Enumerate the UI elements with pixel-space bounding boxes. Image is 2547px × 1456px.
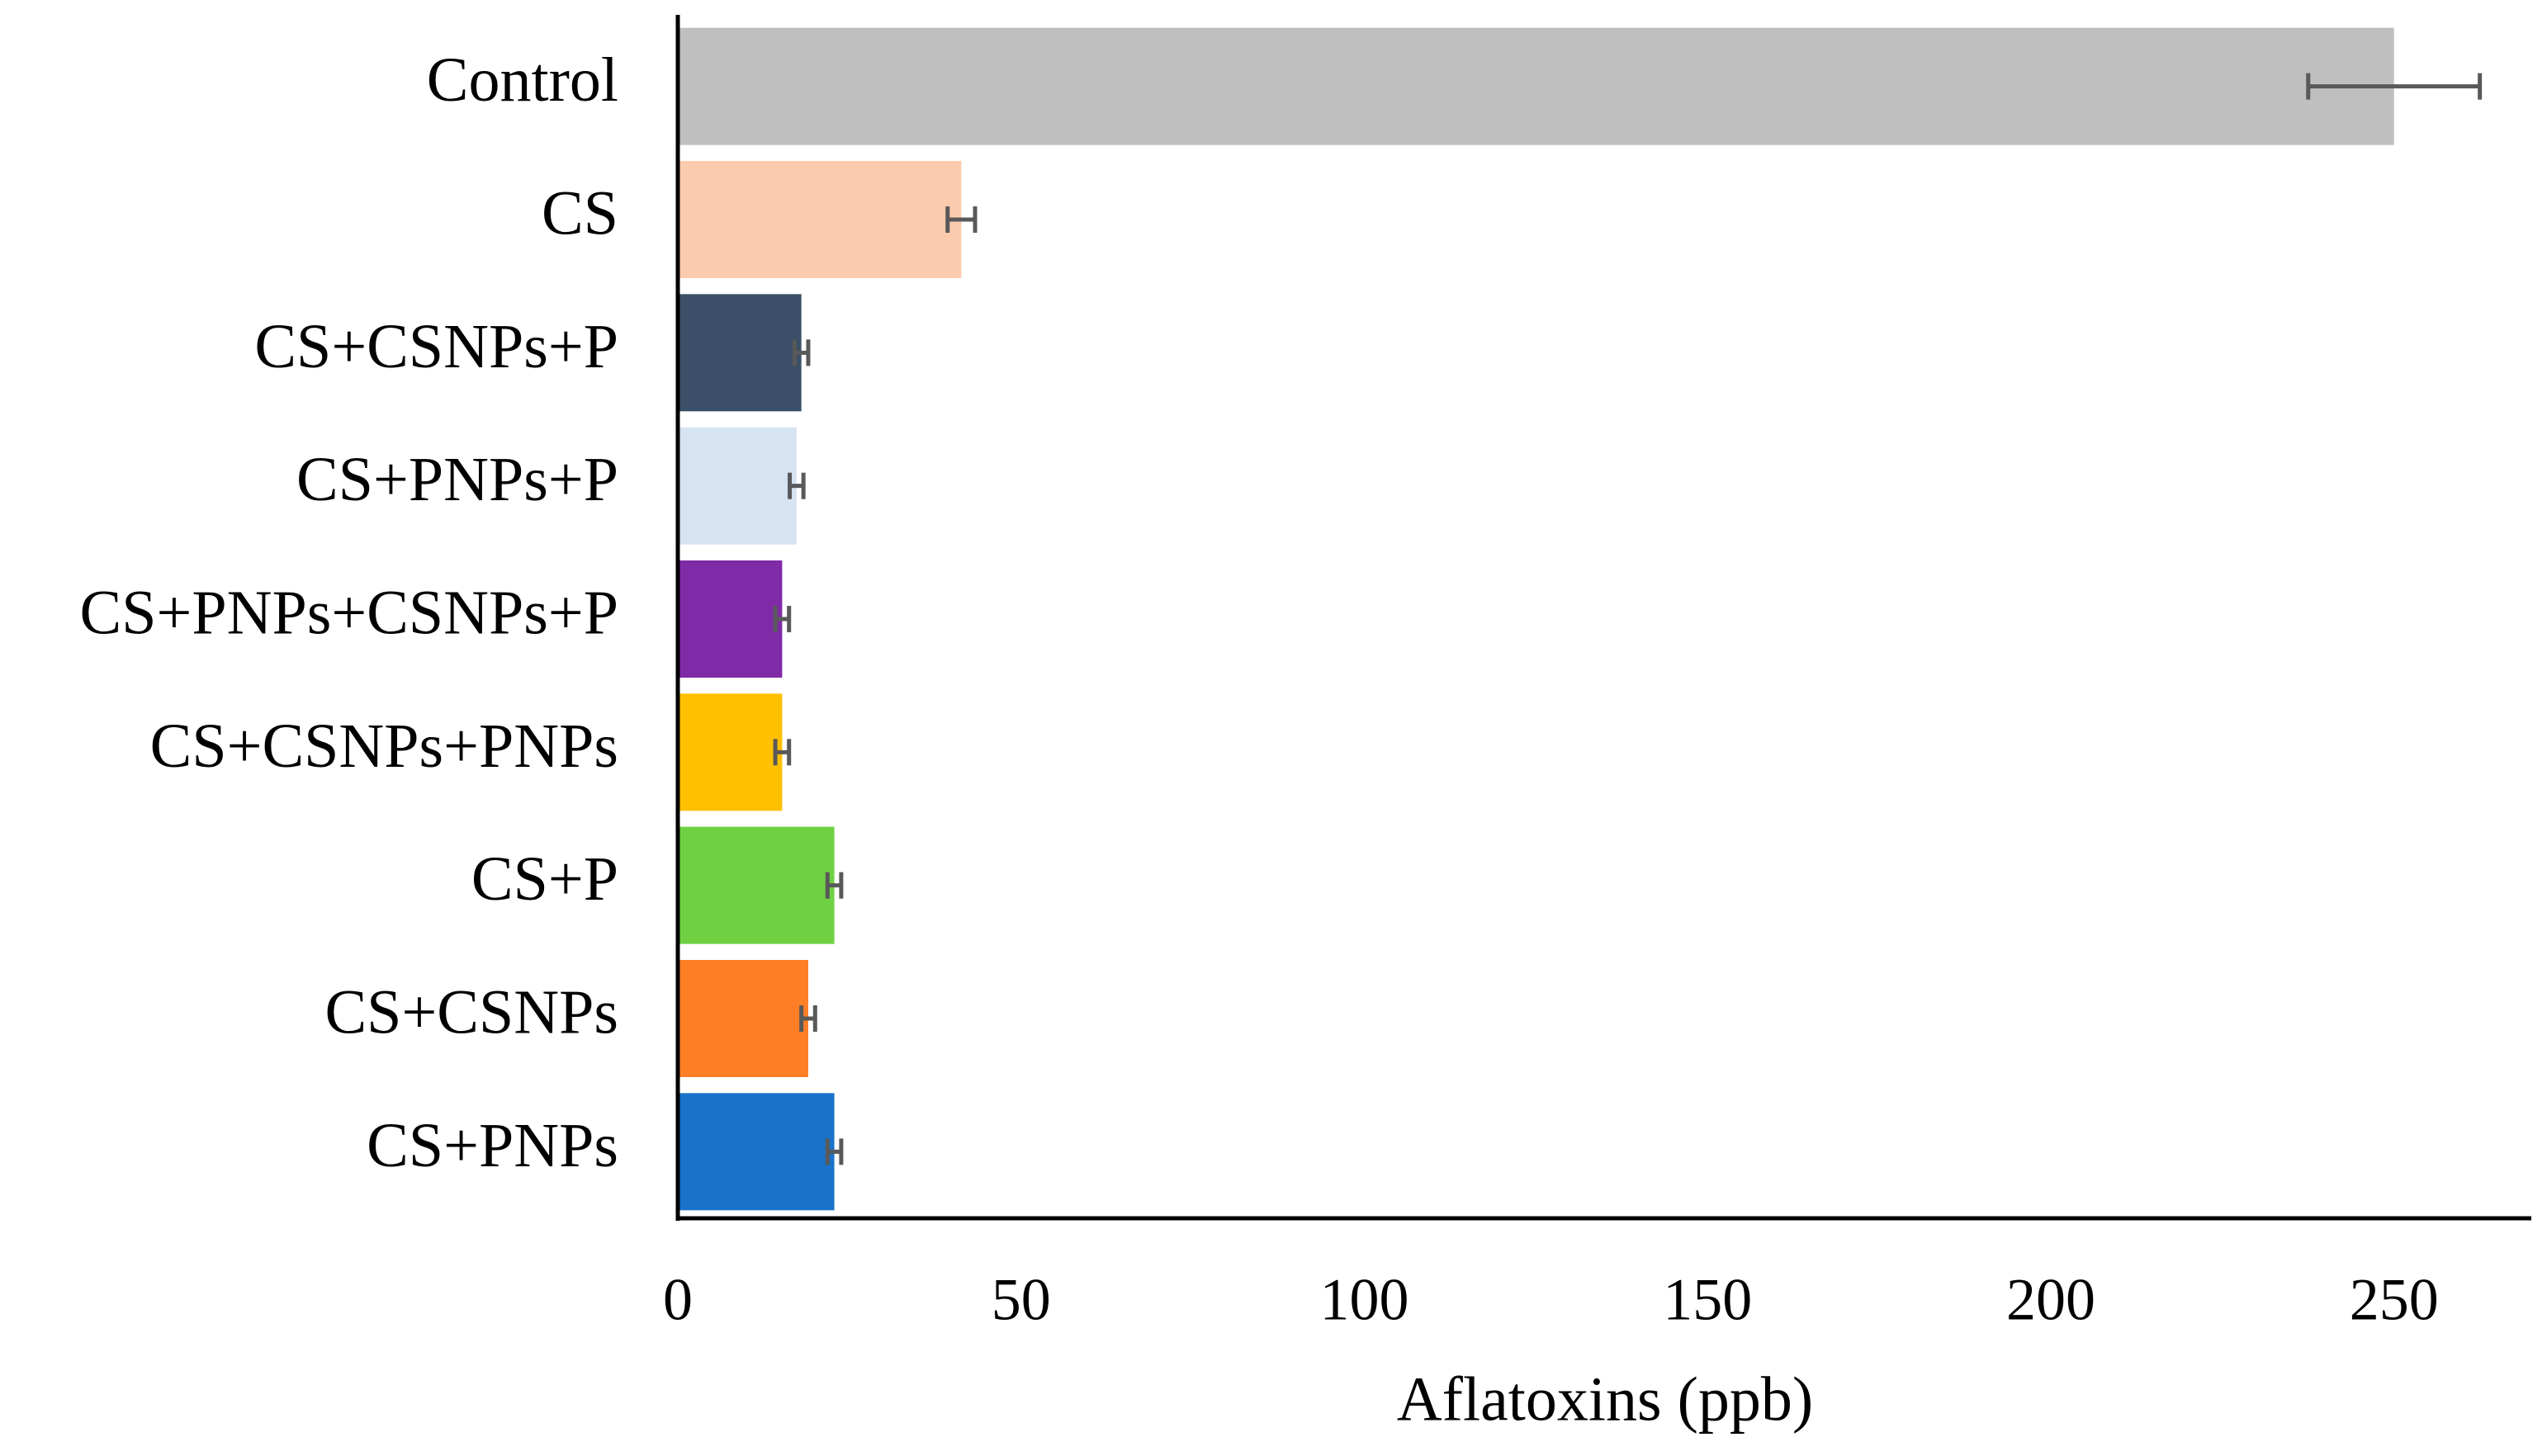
bar xyxy=(678,161,962,278)
bar xyxy=(678,427,797,545)
error-bar xyxy=(788,472,806,499)
y-tick-label: CS xyxy=(542,178,618,248)
x-tick-label: 0 xyxy=(663,1267,693,1333)
y-tick-label: CS+CSNPs+PNPs xyxy=(150,711,618,781)
bar xyxy=(678,27,2394,145)
bar xyxy=(678,960,808,1077)
y-tick-label: CS+PNPs xyxy=(367,1111,618,1180)
bar xyxy=(678,826,835,944)
x-tick-label: 50 xyxy=(992,1267,1051,1333)
error-bar xyxy=(825,1138,844,1165)
error-bar xyxy=(773,606,792,632)
error-bar xyxy=(825,872,844,899)
error-bar xyxy=(945,206,978,233)
error-bar xyxy=(792,339,811,366)
x-tick-label: 200 xyxy=(2006,1267,2095,1333)
bar xyxy=(678,1093,835,1211)
x-tick-label: 100 xyxy=(1319,1267,1408,1333)
error-bar xyxy=(799,1005,817,1032)
bar xyxy=(678,693,783,811)
x-axis-title: Aflatoxins (ppb) xyxy=(1397,1364,1813,1434)
y-tick-label: CS+CSNPs+P xyxy=(254,312,618,381)
error-bar xyxy=(773,739,792,766)
y-tick-label: CS+PNPs+P xyxy=(296,445,618,514)
y-tick-label: CS+P xyxy=(471,844,618,914)
y-tick-label: CS+CSNPs xyxy=(324,977,618,1047)
bar xyxy=(678,294,802,412)
x-tick-label: 250 xyxy=(2350,1267,2439,1333)
x-tick-label: 150 xyxy=(1663,1267,1752,1333)
y-tick-label: Control xyxy=(427,45,618,115)
error-bar xyxy=(2306,73,2483,100)
bar xyxy=(678,560,783,678)
y-tick-label: CS+PNPs+CSNPs+P xyxy=(80,578,619,647)
